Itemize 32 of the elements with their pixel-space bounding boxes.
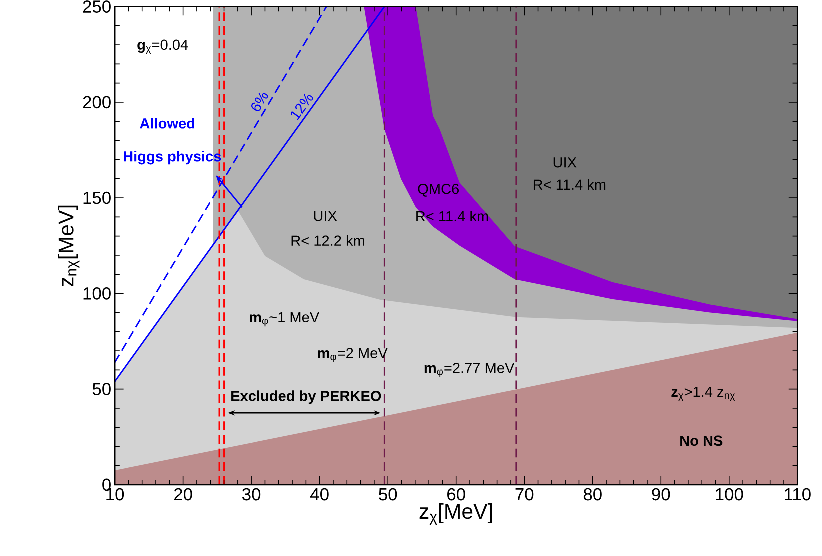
x-tick-label: 40 — [310, 488, 329, 501]
annotation: m$_{φ}$=2 MeV — [318, 348, 388, 363]
x-tick-label: 70 — [516, 488, 534, 501]
annotation: R< 12.2 km — [292, 235, 364, 246]
annotation: No NS — [680, 436, 723, 446]
y-tick-label: 50 — [92, 383, 111, 396]
annotation: Excluded by PERKEO — [232, 390, 382, 404]
x-tick-label: 80 — [584, 488, 602, 501]
annotation: z$_{χ}$>1.4 z$_{nχ}$ — [672, 386, 736, 402]
x-tick-label: 110 — [785, 488, 811, 501]
y-tick-label: 200 — [83, 96, 111, 109]
x-tick-label: 90 — [652, 488, 670, 501]
x-tick-label: 100 — [716, 488, 744, 501]
annotation: R< 11.4 km — [534, 179, 606, 190]
x-tick-label: 60 — [448, 488, 466, 501]
y-axis-title: z$_{nχ}$[MeV] — [58, 206, 80, 287]
annotation: m$_{φ}$=2.77 MeV — [424, 362, 515, 378]
annotation: m$_{φ}$~1 MeV — [250, 312, 320, 327]
x-tick-label: 50 — [379, 488, 398, 501]
x-tick-label: 30 — [242, 488, 261, 501]
annotation: Allowed — [140, 118, 195, 129]
annotation: UIX — [314, 211, 338, 222]
text: 6% — [251, 92, 268, 112]
y-tick-label: 150 — [84, 192, 111, 204]
y-tick-label: 100 — [84, 287, 111, 300]
y-tick-label: 250 — [83, 0, 111, 13]
annotation: g$_{χ}$=0.04 — [138, 40, 188, 54]
x-tick-label: 20 — [174, 488, 192, 501]
annotation: UIX — [554, 158, 577, 168]
x-axis-title: z$_{χ}$[MeV] — [420, 503, 492, 526]
annotation: Higgs physics — [124, 151, 222, 165]
annotation: QMC6 — [418, 184, 459, 197]
